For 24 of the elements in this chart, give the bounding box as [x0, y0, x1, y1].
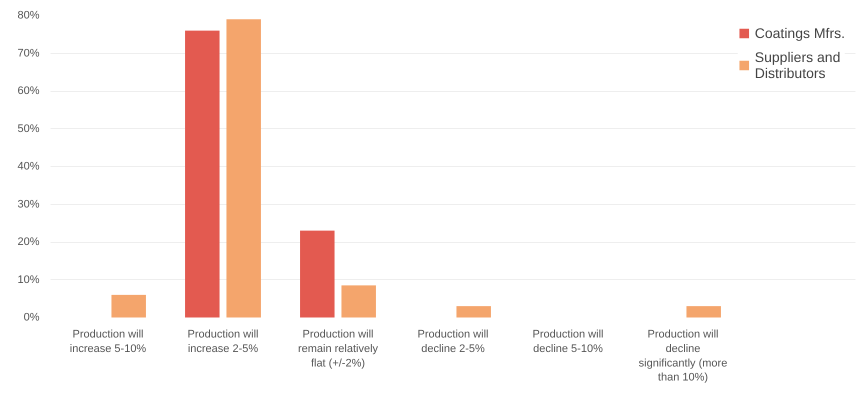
bar — [111, 294, 146, 318]
bar — [300, 230, 335, 318]
x-tick-label: Production will remain relatively flat (+/-2%) — [298, 328, 379, 370]
y-tick-label: 50% — [17, 122, 40, 135]
bar — [456, 306, 491, 318]
bar — [185, 30, 220, 318]
y-tick-label: 60% — [17, 85, 40, 97]
y-tick-label: 10% — [17, 274, 40, 286]
y-tick-label: 30% — [17, 198, 40, 210]
y-tick-label: 70% — [17, 47, 40, 60]
bar — [341, 285, 376, 318]
x-tick-label: Production will decline 5-10% — [532, 328, 604, 355]
x-tick-label: Production will decline 2-5% — [418, 328, 488, 355]
bar — [686, 306, 721, 318]
bar — [226, 19, 261, 318]
y-tick-label: 80% — [17, 10, 40, 22]
legend-label: Suppliers and Distributors — [754, 49, 840, 81]
x-tick-label: Production will increase 5-10% — [70, 328, 146, 355]
y-tick-label: 40% — [17, 160, 40, 172]
y-tick-label: 0% — [24, 312, 40, 324]
legend-label: Coatings Mfrs. — [754, 25, 845, 41]
x-tick-label: Production will decline significantly (more than 10%) — [638, 328, 728, 384]
x-tick-label: Production will increase 2-5% — [188, 328, 258, 355]
y-tick-label: 20% — [17, 236, 40, 248]
